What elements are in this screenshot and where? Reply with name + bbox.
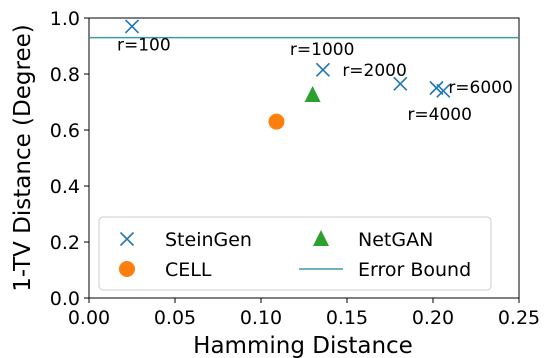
x-tick-label: 0.00 xyxy=(68,307,110,329)
steingen-point xyxy=(393,76,408,91)
legend-marker-steingen xyxy=(119,231,135,247)
x-tick-label: 0.20 xyxy=(412,307,454,329)
y-tick-label: 0.0 xyxy=(50,288,80,310)
legend: SteinGen CELL NetGAN Error Bound xyxy=(98,216,492,291)
x-tick-label: 0.25 xyxy=(498,307,540,329)
x-tick-label: 0.10 xyxy=(240,307,282,329)
point-annotation: r=1000 xyxy=(290,40,355,60)
y-tick-label: 0.6 xyxy=(50,120,80,142)
y-tick-label: 0.2 xyxy=(50,232,80,254)
point-annotation: r=4000 xyxy=(407,105,472,125)
steingen-point-stroke-b xyxy=(436,83,451,98)
legend-frame xyxy=(98,216,492,291)
legend-label-netgan: NetGAN xyxy=(358,229,433,251)
y-tick-label: 0.8 xyxy=(50,64,80,86)
y-tick-label: 1.0 xyxy=(50,8,80,30)
point-annotation: r=2000 xyxy=(342,61,407,81)
legend-marker-cell xyxy=(119,261,135,277)
legend-marker-netgan xyxy=(313,230,329,246)
steingen-point xyxy=(124,19,140,34)
netgan-point xyxy=(304,86,321,102)
steingen-point-stroke-b xyxy=(315,62,330,77)
steingen-point-stroke-b xyxy=(124,19,140,34)
steingen-point-stroke-b xyxy=(393,76,408,91)
plot-frame xyxy=(88,17,520,299)
point-annotation: r=6000 xyxy=(448,78,513,98)
steingen-point-stroke-b xyxy=(429,80,444,96)
plot-area: 0.00 0.05 0.10 0.15 0.20 0.25 0.0 0.2 0.4 0.6 0.8 1… xyxy=(50,8,540,329)
legend-marker-steingen-stroke-b xyxy=(119,231,135,247)
legend-markers xyxy=(119,230,343,277)
legend-label-error-bound: Error Bound xyxy=(358,259,471,281)
x-tick-label: 0.05 xyxy=(154,307,196,329)
cell-point xyxy=(268,113,285,130)
x-tick-label: 0.15 xyxy=(326,307,368,329)
y-axis-label: 1-TV Distance (Degree) xyxy=(10,24,36,291)
steingen-point xyxy=(436,83,451,98)
legend-label-cell: CELL xyxy=(165,259,212,281)
point-annotation: r=100 xyxy=(117,35,171,55)
x-axis-label: Hamming Distance xyxy=(193,333,413,358)
legend-label-steingen: SteinGen xyxy=(165,229,252,251)
steingen-point xyxy=(315,62,330,77)
y-tick-label: 0.4 xyxy=(50,176,80,198)
